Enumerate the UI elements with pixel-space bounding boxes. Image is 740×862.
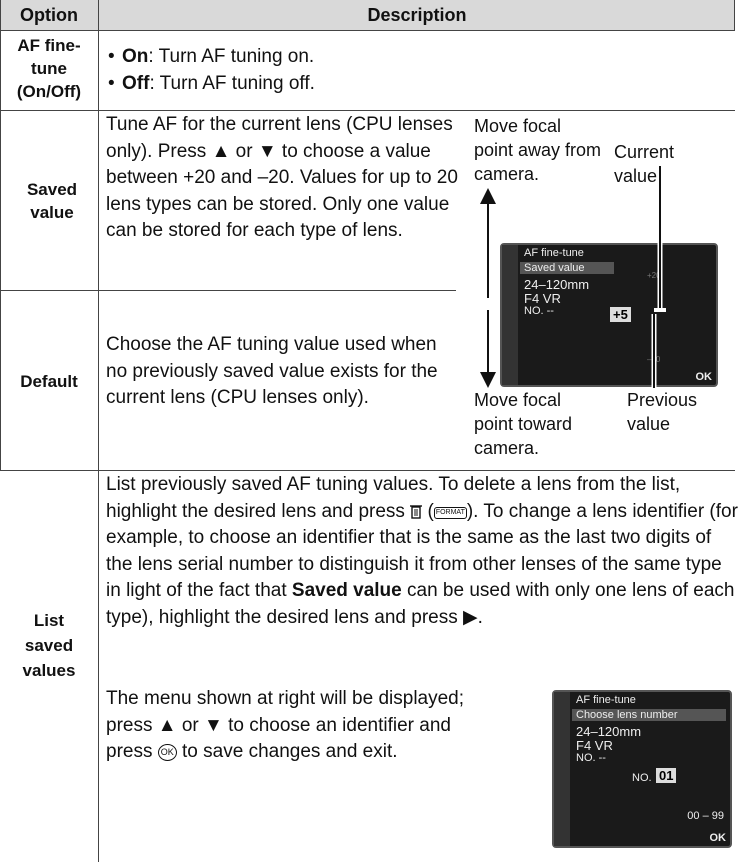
border — [0, 470, 735, 471]
border — [0, 290, 456, 291]
border — [98, 0, 99, 862]
format-button: FORMAT — [433, 506, 467, 519]
option: Saved value — [26, 180, 78, 222]
header-description: Description — [99, 0, 735, 30]
screen-title: AF fine-tune — [524, 247, 584, 259]
description: On: Turn AF tuning on. Off: Turn AF tuni… — [106, 44, 706, 97]
screen-lens: F4 VR — [524, 291, 561, 306]
text: : Turn AF tuning off. — [149, 72, 315, 94]
figure-arrows — [480, 188, 496, 388]
ok-button: OK — [157, 744, 177, 761]
screen-scale: +20 — [647, 271, 661, 280]
screen-number: NO. -- — [576, 752, 606, 764]
screen-ok: OK — [695, 371, 713, 383]
screen-value: +5 — [610, 307, 631, 322]
text: The menu shown at right will be displaye… — [106, 688, 465, 762]
figure-pointers — [651, 166, 666, 388]
border — [0, 0, 1, 470]
border — [0, 110, 735, 111]
item: On: Turn AF tuning on. — [108, 44, 706, 71]
text: : Turn AF tuning on. — [148, 46, 315, 67]
description: The menu shown at right will be displaye… — [106, 686, 466, 766]
label-away: Move focal point away from camera. — [474, 116, 602, 184]
text: List previously saved AF tuning values. … — [106, 474, 681, 522]
screen-no: NO. — [632, 772, 652, 784]
screen-lens: 24–120mm — [576, 724, 642, 739]
description: Choose the AF tuning value used when no … — [106, 334, 438, 408]
label-previous: Previous value — [627, 390, 698, 434]
sidebar — [554, 692, 570, 846]
option: AF fine-tune (On/Off) — [16, 36, 82, 101]
item: Off: Turn AF tuning off. — [108, 71, 706, 98]
screen-subtitle: Choose lens number — [572, 709, 726, 721]
screen-subtitle: Saved value — [520, 262, 614, 274]
camera-screen: AF fine-tune Choose lens number 24–120mm… — [552, 690, 732, 848]
screen-lens: F4 VR — [576, 738, 613, 753]
text: ). To change a lens identifier (for exam… — [106, 500, 738, 602]
description: Tune AF for the current lens (CPU lenses… — [106, 114, 458, 241]
description: List previously saved AF tuning values. … — [106, 472, 738, 631]
camera-screen: AF fine-tune Saved value 24–120mm F4 VR … — [500, 243, 718, 387]
screen-title: AF fine-tune — [576, 694, 636, 706]
border — [734, 0, 735, 30]
screen-lens: 24–120mm — [524, 277, 590, 292]
text: can be used with only one lens of each t… — [106, 580, 735, 628]
option: List saved values — [22, 611, 76, 680]
label-current: Current value — [614, 142, 675, 186]
term: Off — [122, 72, 150, 94]
term: On — [122, 46, 149, 67]
option: Default — [20, 372, 78, 391]
header-option: Option — [0, 0, 98, 30]
text: ( — [422, 500, 434, 522]
screen-ok: OK — [709, 832, 727, 844]
delete-icon — [410, 504, 423, 519]
label-toward: Move focal point toward camera. — [474, 390, 573, 458]
text: to save changes and exit. — [176, 741, 398, 762]
screen-value: 01 — [656, 768, 677, 783]
bold-text: Saved value — [291, 580, 402, 601]
sidebar — [502, 245, 518, 385]
screen-range: 00 – 99 — [687, 810, 724, 822]
border — [0, 30, 735, 31]
screen-number: NO. -- — [524, 305, 554, 317]
